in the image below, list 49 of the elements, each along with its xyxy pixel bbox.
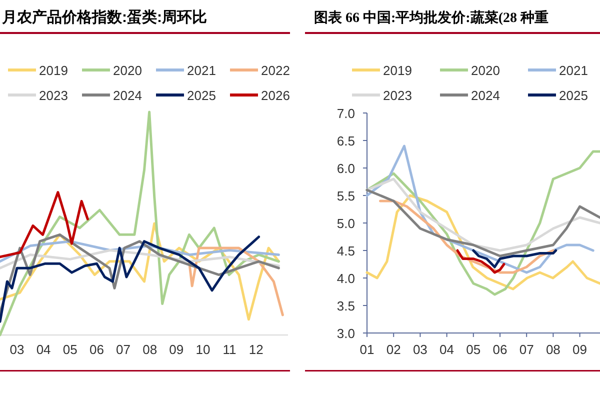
line-series — [366, 194, 600, 290]
x-tick-label: 03 — [412, 342, 428, 357]
legend-label: 2019 — [383, 63, 412, 78]
x-tick-label: 09 — [169, 342, 184, 357]
legend-label: 2025 — [559, 88, 588, 103]
legend-label: 2025 — [187, 88, 216, 103]
x-tick-label: 05 — [466, 342, 481, 357]
legend-label: 2022 — [261, 63, 290, 78]
x-tick-label: 10 — [196, 342, 210, 357]
legend-label: 2020 — [471, 63, 500, 78]
legend-label: 2024 — [471, 88, 500, 103]
x-tick-label: 09 — [572, 342, 588, 357]
line-series — [456, 249, 506, 274]
x-tick-label: 06 — [89, 342, 104, 357]
legend-label: 2021 — [559, 63, 588, 78]
x-tick-label: 05 — [62, 342, 78, 357]
y-tick-label: 6.5 — [336, 134, 355, 148]
y-tick-label: 6.0 — [336, 161, 355, 176]
legend-label: 2020 — [113, 63, 142, 78]
chart-title: 月农产品价格指数:蛋类:周环比 — [1, 9, 207, 26]
x-tick-label: 12 — [248, 342, 264, 357]
legend-label: 2021 — [187, 63, 216, 78]
line-series — [366, 188, 600, 258]
x-tick-label: 01 — [360, 342, 374, 357]
legend-label: 2026 — [261, 88, 290, 103]
y-tick-label: 4.5 — [336, 244, 355, 258]
x-tick-label: 03 — [10, 342, 24, 357]
x-tick-label: 04 — [440, 342, 454, 357]
chart-title: 图表 66 中国:平均批发价:蔬菜(28 种重 — [314, 10, 548, 26]
x-tick-label: 02 — [386, 342, 401, 357]
x-tick-label: 08 — [142, 342, 158, 357]
x-tick-label: 08 — [546, 342, 560, 357]
line-series — [472, 249, 558, 268]
x-tick-label: 11 — [222, 342, 236, 357]
legend-label: 2019 — [39, 63, 68, 78]
y-tick-label: 3.0 — [336, 326, 355, 341]
x-tick-label: 06 — [492, 342, 508, 357]
x-tick-label: 04 — [36, 342, 51, 357]
y-tick-label: 5.5 — [336, 188, 355, 204]
legend-label: 2023 — [39, 88, 68, 103]
y-tick-label: 3.5 — [336, 298, 355, 314]
y-tick-label: 7.0 — [336, 106, 355, 121]
line-series — [366, 178, 600, 252]
y-tick-label: 5.0 — [336, 216, 355, 231]
x-tick-label: 07 — [116, 342, 131, 357]
legend-label: 2024 — [113, 88, 142, 103]
x-tick-label: 07 — [519, 342, 534, 357]
y-tick-label: 4.0 — [336, 271, 355, 286]
legend-label: 2023 — [383, 88, 412, 103]
